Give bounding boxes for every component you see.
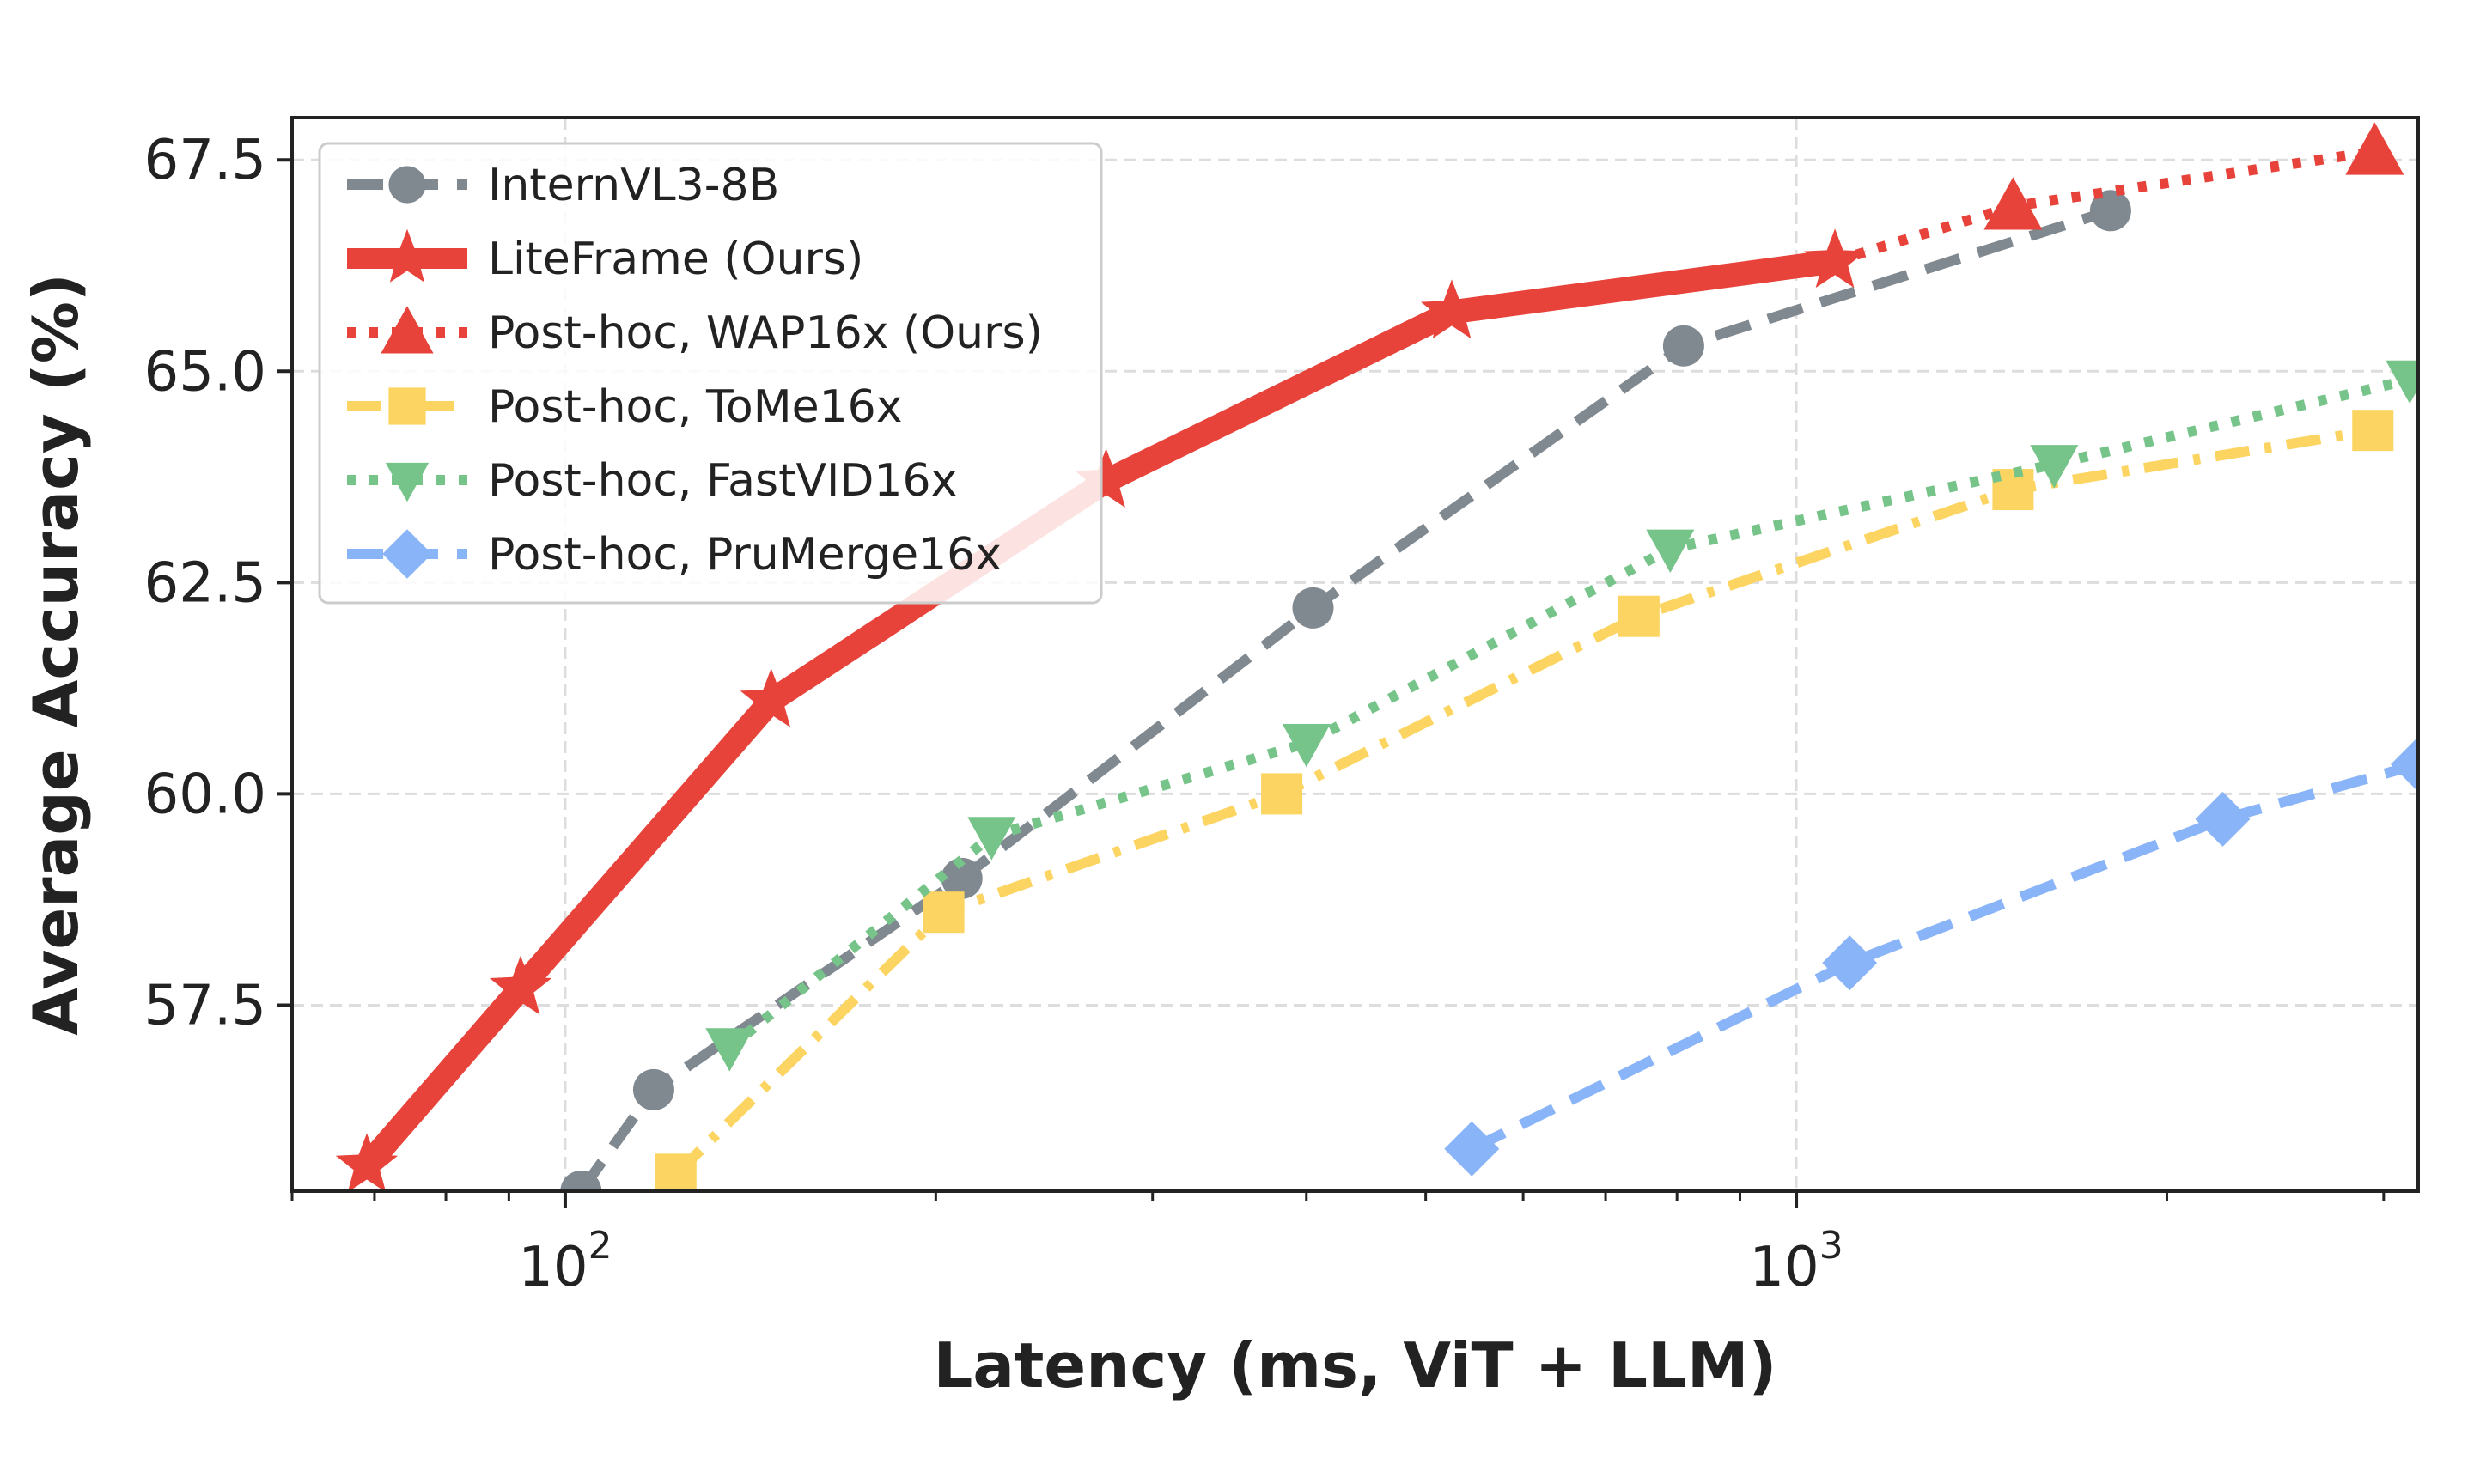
legend-item-post-hoc-fastvid16x: Post-hoc, FastVID16x (347, 455, 957, 507)
data-point-liteframe-ours (1075, 448, 1137, 508)
data-point-internvl3-8b (2089, 190, 2131, 232)
legend-label: InternVL3-8B (488, 160, 779, 211)
data-point-post-hoc-tome16x (1618, 595, 1660, 637)
data-point-post-hoc-prumerge16x (2195, 791, 2251, 847)
plot-frame (290, 116, 2420, 1193)
series-post-hoc-fastvid16x (705, 360, 2418, 1072)
data-point-liteframe-ours (335, 1133, 399, 1191)
x-tick-label: 102 (518, 1224, 612, 1299)
y-axis-title: Average Accuracy (%) (20, 273, 92, 1036)
legend-item-post-hoc-tome16x: Post-hoc, ToMe16x (347, 381, 903, 433)
legend-marker (388, 387, 426, 425)
data-point-post-hoc-fastvid16x (967, 817, 1016, 861)
series-internvl3-8b (560, 190, 2131, 1191)
legend-marker (385, 462, 430, 502)
data-point-liteframe-ours (740, 668, 802, 727)
x-tick-label: 103 (1749, 1224, 1843, 1299)
data-point-post-hoc-tome16x (1261, 773, 1303, 815)
data-point-post-hoc-fastvid16x (705, 1028, 754, 1072)
data-point-post-hoc-prumerge16x (2391, 736, 2418, 792)
data-point-liteframe-ours (1803, 228, 1867, 289)
data-point-internvl3-8b (1292, 587, 1334, 629)
series-line-post-hoc-fastvid16x (726, 374, 2411, 1052)
series-post-hoc-wap16x-ours (1833, 122, 2404, 267)
x-axis-ticks: 102 103 (290, 1191, 2386, 1299)
series-line-internvl3-8b (576, 205, 2112, 1191)
y-tick-label: 57.5 (144, 974, 267, 1037)
series-line-post-hoc-tome16x (672, 425, 2374, 1178)
legend: InternVL3-8B LiteFrame (Ours) Post-hoc, WA… (318, 142, 1103, 605)
legend-marker (382, 529, 432, 579)
legend-box (318, 142, 1103, 605)
data-point-liteframe-ours (1420, 279, 1484, 339)
legend-marker (381, 306, 434, 354)
data-point-internvl3-8b (1662, 325, 1704, 367)
legend-label: Post-hoc, ToMe16x (488, 381, 903, 433)
y-tick-label: 60.0 (144, 763, 267, 826)
legend-label: Post-hoc, FastVID16x (488, 455, 957, 507)
data-point-post-hoc-wap16x-ours (1983, 177, 2043, 230)
data-point-post-hoc-fastvid16x (1646, 529, 1695, 573)
series-post-hoc-prumerge16x (1444, 736, 2418, 1177)
data-point-post-hoc-fastvid16x (1282, 723, 1331, 768)
data-point-internvl3-8b (941, 857, 983, 899)
series-post-hoc-tome16x (655, 410, 2394, 1191)
data-point-internvl3-8b (560, 1171, 602, 1191)
legend-item-internvl3-8b: InternVL3-8B (347, 160, 779, 211)
data-point-post-hoc-tome16x (655, 1153, 697, 1191)
data-point-post-hoc-prumerge16x (1444, 1121, 1500, 1177)
data-point-post-hoc-tome16x (923, 891, 965, 934)
y-axis-ticks: 57.5 60.0 62.5 65.0 67.5 (144, 129, 292, 1037)
legend-item-post-hoc-prumerge16x: Post-hoc, PruMerge16x (347, 529, 1002, 581)
data-point-liteframe-ours (489, 955, 552, 1015)
data-point-post-hoc-prumerge16x (1822, 935, 1878, 991)
series-line-post-hoc-prumerge16x (1469, 759, 2418, 1154)
data-point-internvl3-8b (632, 1068, 674, 1110)
data-point-post-hoc-tome16x (2352, 410, 2394, 452)
data-point-post-hoc-wap16x-ours (2345, 122, 2404, 175)
legend-label: Post-hoc, PruMerge16x (488, 529, 1002, 581)
y-tick-label: 65.0 (144, 340, 267, 404)
legend-marker (388, 166, 426, 204)
y-tick-label: 67.5 (144, 129, 267, 192)
legend-label: Post-hoc, WAP16x (Ours) (488, 307, 1043, 359)
legend-item-liteframe-ours: LiteFrame (Ours) (347, 228, 863, 285)
data-point-post-hoc-fastvid16x (2030, 445, 2079, 489)
x-axis-title: Latency (ms, ViT + LLM) (934, 1329, 1777, 1402)
legend-marker (379, 228, 436, 283)
legend-label: LiteFrame (Ours) (488, 234, 863, 285)
y-tick-label: 62.5 (144, 551, 267, 615)
legend-item-post-hoc-wap16x-ours: Post-hoc, WAP16x (Ours) (347, 306, 1043, 359)
data-point-post-hoc-fastvid16x (2386, 360, 2418, 404)
